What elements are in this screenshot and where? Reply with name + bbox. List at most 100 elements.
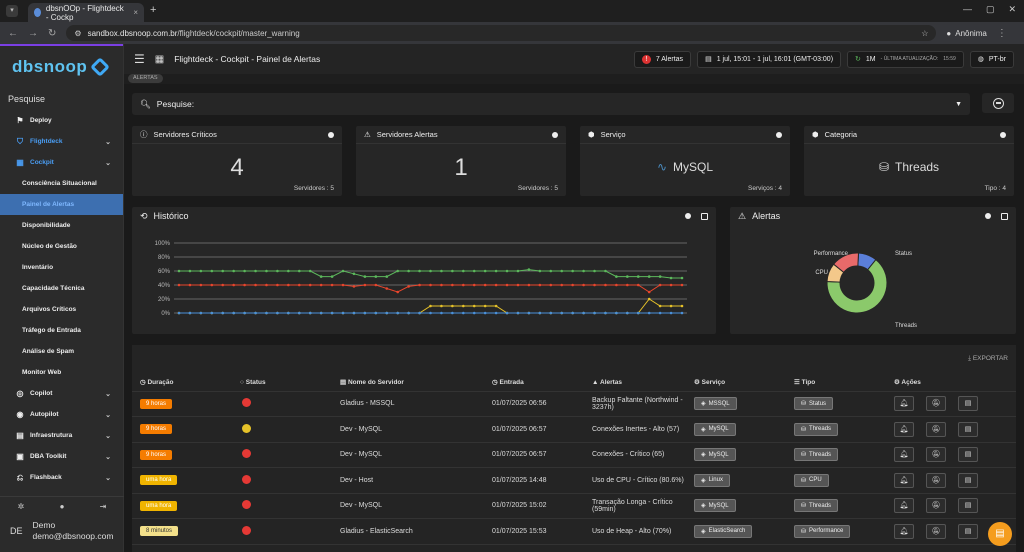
table-row[interactable]: 9 horas Gladius - MSSQL 01/07/2025 06:56 Ba… (132, 391, 1016, 417)
server-details-icon[interactable]: ▤ (958, 421, 978, 437)
ack-alert-icon[interactable]: 🔕︎ (926, 498, 946, 514)
sidebar-item-invent-rio[interactable]: Inventário (0, 257, 123, 278)
ack-alert-icon[interactable]: 🔕︎ (926, 396, 946, 412)
ack-alert-icon[interactable]: 🔕︎ (926, 523, 946, 539)
grid-icon: ▦ (154, 53, 165, 65)
history-line-chart: 100% 80% 60% 40% 20% 0% (155, 241, 687, 317)
browser-tab[interactable]: dbsnOOp - Flightdeck - Cockp × (28, 3, 144, 22)
chevron-down-icon[interactable]: ▼ (955, 100, 962, 108)
user-profile[interactable]: DE Demo demo@dbsnoop.com (0, 516, 124, 546)
logout-icon[interactable]: ⇥ (99, 502, 107, 511)
notify-icon[interactable]: 🔔︎ (894, 472, 914, 488)
site-info-icon[interactable]: ⚙ (74, 28, 82, 38)
sidebar-search[interactable]: Pesquise (8, 94, 46, 104)
menu-icon[interactable]: ☰ (134, 52, 145, 66)
server-name: Gladius - ElasticSearch (332, 518, 484, 545)
sidebar-item-label: Disponibilidade (22, 222, 71, 229)
sidebar-item-disponibilidade[interactable]: Disponibilidade (0, 215, 123, 236)
notify-icon[interactable]: 🔔︎ (894, 421, 914, 437)
browser-menu-icon[interactable]: ⋮ (996, 27, 1007, 39)
data-point (494, 283, 498, 287)
column-header[interactable]: ○ Status (232, 374, 332, 392)
sidebar-item-infraestrutura[interactable]: ▤ Infraestrutura ⌄ (0, 425, 123, 446)
server-details-icon[interactable]: ▤ (958, 447, 978, 463)
table-row[interactable]: uma hora Dev - Host 01/07/2025 14:48 Uso de… (132, 467, 1016, 494)
info-dot-icon[interactable] (1000, 131, 1006, 138)
fullscreen-icon[interactable] (701, 212, 708, 220)
sidebar-item-tr-fego-de-entrada[interactable]: Tráfego de Entrada (0, 320, 123, 341)
minimize-icon[interactable]: — (962, 4, 972, 14)
maximize-icon[interactable]: ▢ (985, 4, 995, 14)
info-dot-icon[interactable] (776, 131, 782, 138)
back-icon[interactable]: ← (8, 27, 18, 39)
server-details-icon[interactable]: ▤ (958, 523, 978, 539)
search-input[interactable]: 🔍︎ Pesquise: ▼ (132, 93, 970, 115)
column-header[interactable]: ⚙ Ações (886, 374, 1016, 392)
date-range-picker[interactable]: ▤ 1 jul, 15:01 - 1 jul, 16:01 (GMT-03:00) (697, 50, 842, 68)
column-header[interactable]: ▲ Alertas (584, 374, 686, 392)
report-fab-button[interactable]: ▤ (988, 522, 1012, 546)
info-dot-icon[interactable] (985, 213, 991, 219)
type-icon: ⛁ (801, 426, 807, 433)
alerts-button[interactable]: ! 7 Alertas (633, 50, 692, 68)
sidebar-item-deploy[interactable]: ⚑ Deploy (0, 110, 123, 131)
sidebar-item-copilot[interactable]: ◎ Copilot ⌄ (0, 383, 123, 404)
refresh-interval-button[interactable]: ↻ 1M - ÚLTIMA ATUALIZAÇÃO: 15:59 (847, 50, 964, 68)
info-dot-icon[interactable] (552, 131, 558, 138)
sidebar-item-arquivos-cr-ticos[interactable]: Arquivos Críticos (0, 299, 123, 320)
pie-label: Status (895, 251, 912, 257)
info-dot-icon[interactable] (328, 131, 334, 138)
close-tab-icon[interactable]: × (133, 8, 138, 17)
sidebar-item-n-cleo-de-gest-o[interactable]: Núcleo de Gestão (0, 236, 123, 257)
server-details-icon[interactable]: ▤ (958, 498, 978, 514)
info-dot-icon[interactable] (685, 213, 691, 219)
table-row[interactable]: 9 horas Dev - MySQL 01/07/2025 06:57 Conexõ… (132, 416, 1016, 443)
data-point (483, 283, 487, 287)
user-icon[interactable]: ● (59, 502, 65, 511)
fullscreen-icon[interactable] (1001, 212, 1008, 220)
column-header[interactable]: ◷ Duração (132, 374, 232, 392)
sidebar-item-painel-de-alertas[interactable]: Painel de Alertas (0, 194, 123, 215)
notify-icon[interactable]: 🔔︎ (894, 396, 914, 412)
sidebar-item-capacidade-t-cnica[interactable]: Capacidade Técnica (0, 278, 123, 299)
data-point (210, 283, 214, 287)
sidebar-item-monitor-web[interactable]: Monitor Web (0, 362, 123, 383)
sidebar-item-consci-ncia-situacional[interactable]: Consciência Situacional (0, 173, 123, 194)
server-details-icon[interactable]: ▤ (958, 472, 978, 488)
collapse-button[interactable] (982, 93, 1014, 113)
tab-search-icon[interactable]: ▾ (6, 5, 18, 17)
sidebar-item-label: Copilot (30, 390, 53, 397)
notify-icon[interactable]: 🔔︎ (894, 498, 914, 514)
url-field[interactable]: ⚙ sandbox.dbsnoop.com.br/flightdeck/cock… (66, 25, 937, 41)
sidebar-item-flightdeck[interactable]: ⛉ Flightdeck ⌄ (0, 131, 123, 152)
column-header[interactable]: ⚙ Serviço (686, 374, 786, 392)
server-details-icon[interactable]: ▤ (958, 396, 978, 412)
sidebar-item-an-lise-de-spam[interactable]: Análise de Spam (0, 341, 123, 362)
column-header[interactable]: ☰ Tipo (786, 374, 886, 392)
settings-icon[interactable]: ✲ (17, 502, 25, 511)
close-window-icon[interactable]: ✕ (1008, 4, 1016, 14)
table-row[interactable]: 8 minutos Gladius - ElasticSearch 01/07/20… (132, 518, 1016, 545)
notify-icon[interactable]: 🔔︎ (894, 447, 914, 463)
forward-icon[interactable]: → (28, 27, 38, 39)
new-tab-icon[interactable]: + (150, 4, 157, 16)
bookmark-star-icon[interactable]: ☆ (921, 28, 929, 38)
ack-alert-icon[interactable]: 🔕︎ (926, 447, 946, 463)
entry-time: 01/07/2025 06:57 (484, 442, 584, 468)
sidebar-item-cockpit[interactable]: ▦ Cockpit ⌄ (0, 152, 123, 173)
sidebar-item-dba-toolkit[interactable]: ▣ DBA Toolkit ⌄ (0, 446, 123, 467)
export-button[interactable]: ⤓ EXPORTAR (968, 355, 1008, 362)
reload-icon[interactable]: ↻ (48, 27, 57, 39)
language-button[interactable]: ◍ PT-br (969, 50, 1014, 68)
incognito-profile[interactable]: ● Anônima (946, 28, 987, 38)
column-header[interactable]: ▤ Nome do Servidor (332, 374, 484, 392)
table-row[interactable]: 9 horas Dev - MySQL 01/07/2025 06:57 Conexõ… (132, 442, 1016, 468)
ack-alert-icon[interactable]: 🔕︎ (926, 421, 946, 437)
sidebar-item-autopilot[interactable]: ◉ Autopilot ⌄ (0, 404, 123, 425)
logo[interactable]: dbsnoop (0, 44, 123, 88)
ack-alert-icon[interactable]: 🔕︎ (926, 472, 946, 488)
column-header[interactable]: ◷ Entrada (484, 374, 584, 392)
table-row[interactable]: uma hora Dev - MySQL 01/07/2025 15:02 Trans… (132, 493, 1016, 519)
notify-icon[interactable]: 🔔︎ (894, 523, 914, 539)
sidebar-item-flashback[interactable]: ⎌ Flashback ⌄ (0, 467, 123, 488)
